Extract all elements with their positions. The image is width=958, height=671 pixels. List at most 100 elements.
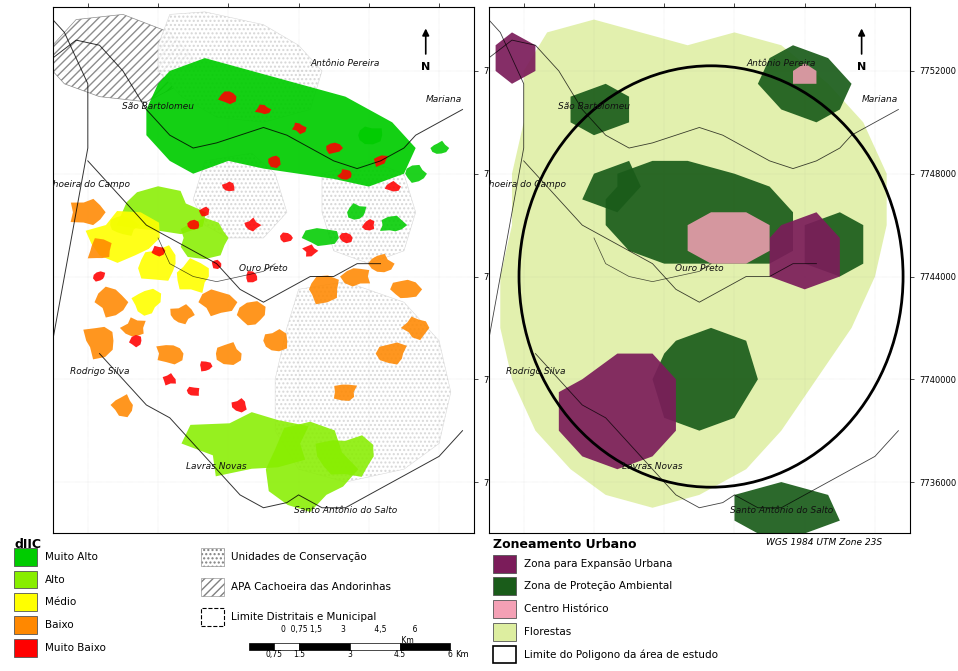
Polygon shape bbox=[217, 91, 237, 104]
Polygon shape bbox=[405, 165, 427, 183]
FancyBboxPatch shape bbox=[201, 548, 224, 566]
Polygon shape bbox=[212, 260, 221, 269]
Text: Muito Alto: Muito Alto bbox=[44, 552, 98, 562]
Text: Limite do Poligono da área de estudo: Limite do Poligono da área de estudo bbox=[523, 650, 718, 660]
Polygon shape bbox=[200, 361, 213, 372]
Text: Mariana: Mariana bbox=[425, 95, 462, 104]
Polygon shape bbox=[199, 207, 210, 216]
Text: Ouro Preto: Ouro Preto bbox=[675, 264, 723, 273]
Polygon shape bbox=[735, 482, 840, 533]
Polygon shape bbox=[120, 317, 146, 336]
Polygon shape bbox=[559, 354, 676, 469]
Text: 0,75: 0,75 bbox=[265, 650, 283, 658]
Polygon shape bbox=[156, 345, 184, 364]
Text: APA Cachoeira das Andorinhas: APA Cachoeira das Andorinhas bbox=[231, 582, 392, 592]
Polygon shape bbox=[95, 287, 128, 317]
Polygon shape bbox=[322, 161, 416, 264]
Polygon shape bbox=[265, 421, 358, 512]
Polygon shape bbox=[93, 271, 105, 282]
Text: Centro Histórico: Centro Histórico bbox=[523, 604, 608, 614]
Polygon shape bbox=[571, 84, 629, 135]
FancyBboxPatch shape bbox=[201, 578, 224, 596]
Polygon shape bbox=[334, 384, 357, 401]
Text: WGS 1984 UTM Zone 23S: WGS 1984 UTM Zone 23S bbox=[766, 537, 882, 547]
Text: 1.5: 1.5 bbox=[293, 650, 306, 658]
Text: Limite Distritais e Municipal: Limite Distritais e Municipal bbox=[231, 613, 376, 623]
FancyBboxPatch shape bbox=[493, 578, 516, 595]
Polygon shape bbox=[758, 45, 852, 122]
Text: Cachoeira do Campo: Cachoeira do Campo bbox=[36, 180, 130, 189]
Text: Zona para Expansão Urbana: Zona para Expansão Urbana bbox=[523, 559, 672, 569]
Text: Zona de Proteção Ambiental: Zona de Proteção Ambiental bbox=[523, 581, 672, 591]
Polygon shape bbox=[362, 219, 375, 230]
Polygon shape bbox=[237, 301, 265, 325]
Text: Rodrigo Silva: Rodrigo Silva bbox=[506, 367, 565, 376]
Text: Baixo: Baixo bbox=[44, 620, 73, 630]
Polygon shape bbox=[151, 246, 166, 256]
Polygon shape bbox=[302, 244, 318, 256]
Text: Santo Antônio do Salto: Santo Antônio do Salto bbox=[294, 506, 397, 515]
FancyBboxPatch shape bbox=[14, 593, 37, 611]
Text: Mariana: Mariana bbox=[861, 95, 898, 104]
Polygon shape bbox=[181, 218, 229, 259]
Polygon shape bbox=[110, 215, 140, 236]
Polygon shape bbox=[194, 153, 286, 238]
Polygon shape bbox=[605, 161, 793, 264]
Text: dIIC: dIIC bbox=[14, 537, 41, 551]
Polygon shape bbox=[430, 141, 449, 154]
Polygon shape bbox=[327, 143, 343, 154]
Polygon shape bbox=[246, 271, 257, 282]
Polygon shape bbox=[163, 373, 176, 386]
Text: Cachoeira do Campo: Cachoeira do Campo bbox=[472, 180, 566, 189]
Polygon shape bbox=[187, 219, 199, 229]
Polygon shape bbox=[88, 238, 111, 258]
Polygon shape bbox=[158, 12, 322, 122]
Text: 6: 6 bbox=[447, 650, 453, 658]
Polygon shape bbox=[275, 282, 451, 482]
Text: Antônio Pereira: Antônio Pereira bbox=[746, 59, 816, 68]
Polygon shape bbox=[177, 258, 209, 293]
Text: Alto: Alto bbox=[44, 574, 65, 584]
Polygon shape bbox=[198, 289, 238, 316]
Polygon shape bbox=[83, 327, 113, 360]
Polygon shape bbox=[390, 280, 422, 298]
Polygon shape bbox=[117, 187, 206, 234]
Polygon shape bbox=[793, 63, 816, 84]
Polygon shape bbox=[368, 254, 395, 272]
Text: Unidades de Conservação: Unidades de Conservação bbox=[231, 552, 367, 562]
FancyBboxPatch shape bbox=[14, 616, 37, 634]
Polygon shape bbox=[688, 212, 769, 264]
Polygon shape bbox=[222, 182, 235, 191]
Polygon shape bbox=[129, 335, 142, 348]
Polygon shape bbox=[216, 342, 241, 365]
Text: Rodrigo Silva: Rodrigo Silva bbox=[70, 367, 129, 376]
Polygon shape bbox=[495, 32, 536, 84]
Text: Km: Km bbox=[285, 637, 414, 646]
Polygon shape bbox=[268, 156, 281, 168]
FancyBboxPatch shape bbox=[201, 609, 224, 626]
Polygon shape bbox=[171, 304, 194, 324]
Text: Florestas: Florestas bbox=[523, 627, 571, 637]
Polygon shape bbox=[339, 233, 353, 244]
Polygon shape bbox=[147, 58, 416, 187]
Polygon shape bbox=[347, 203, 366, 219]
Polygon shape bbox=[400, 317, 429, 340]
Polygon shape bbox=[244, 217, 262, 231]
Polygon shape bbox=[263, 329, 287, 352]
Polygon shape bbox=[652, 328, 758, 431]
FancyBboxPatch shape bbox=[399, 643, 450, 650]
Polygon shape bbox=[255, 105, 271, 114]
FancyBboxPatch shape bbox=[274, 643, 299, 650]
Polygon shape bbox=[53, 14, 194, 102]
Text: Antônio Pereira: Antônio Pereira bbox=[310, 59, 380, 68]
Polygon shape bbox=[232, 398, 247, 413]
Polygon shape bbox=[376, 342, 407, 364]
FancyBboxPatch shape bbox=[14, 639, 37, 656]
FancyBboxPatch shape bbox=[14, 548, 37, 566]
FancyBboxPatch shape bbox=[14, 570, 37, 588]
Polygon shape bbox=[315, 435, 374, 477]
Text: Lavras Novas: Lavras Novas bbox=[186, 462, 247, 471]
Polygon shape bbox=[374, 156, 388, 167]
Polygon shape bbox=[380, 215, 407, 231]
Polygon shape bbox=[187, 386, 199, 396]
